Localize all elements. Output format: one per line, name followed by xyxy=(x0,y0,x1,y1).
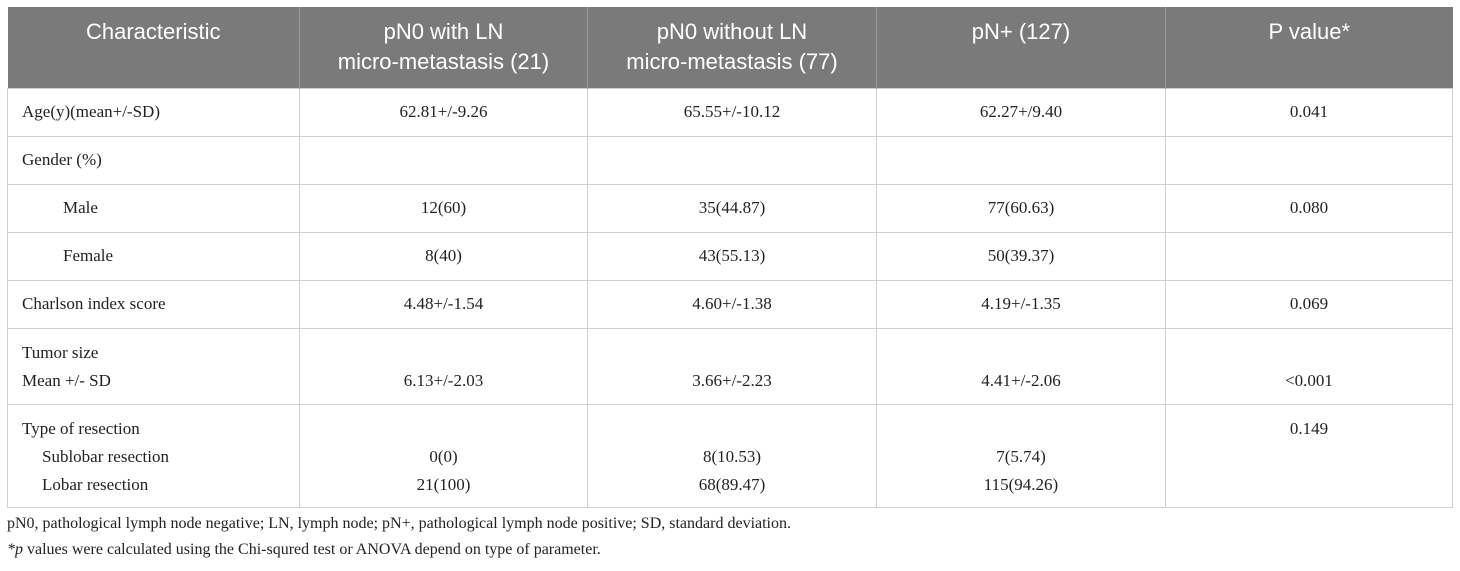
cell-empty xyxy=(299,135,588,185)
row-label: Type of resection Sublobar resection Lob… xyxy=(7,403,300,508)
cell-p-value: 0.149 xyxy=(1165,403,1453,508)
table-row-gender: Gender (%) xyxy=(7,135,1453,185)
header-p-value: P value* xyxy=(1165,7,1453,88)
cell-p-value: 0.041 xyxy=(1165,87,1453,137)
cell-pn-positive: 4.41+/-2.06 xyxy=(876,327,1166,405)
cell-pn0-with-ln: 6.13+/-2.03 xyxy=(299,327,588,405)
characteristics-table-container: Characteristic pN0 with LN micro-metastas… xyxy=(7,7,1453,508)
table-row-male: Male 12(60) 35(44.87) 77(60.63) 0.080 xyxy=(7,183,1453,233)
row-label: Tumor size Mean +/- SD xyxy=(7,327,300,405)
cell-pn0-with-ln: 62.81+/-9.26 xyxy=(299,87,588,137)
cell-pn-positive: 77(60.63) xyxy=(876,183,1166,233)
row-label: Charlson index score xyxy=(7,279,300,329)
cell-p-value: <0.001 xyxy=(1165,327,1453,405)
cell-empty xyxy=(1165,135,1453,185)
row-label: Male xyxy=(7,183,300,233)
footnote-abbreviations: pN0, pathological lymph node negative; L… xyxy=(7,515,791,532)
row-label: Age(y)(mean+/-SD) xyxy=(7,87,300,137)
characteristics-table: Characteristic pN0 with LN micro-metastas… xyxy=(7,7,1453,508)
cell-p-value: 0.080 xyxy=(1165,183,1453,233)
header-characteristic: Characteristic xyxy=(7,7,300,88)
cell-pn0-without-ln: 43(55.13) xyxy=(587,231,877,281)
table-row-tumor-size: Tumor size Mean +/- SD 6.13+/-2.03 3.66+/… xyxy=(7,327,1453,405)
cell-empty xyxy=(1165,231,1453,281)
footnote-p-values: *p values were calculated using the Chi-… xyxy=(7,541,601,558)
cell-pn0-without-ln: 35(44.87) xyxy=(587,183,877,233)
table-header-row: Characteristic pN0 with LN micro-metastas… xyxy=(7,7,1453,88)
table-row-age: Age(y)(mean+/-SD) 62.81+/-9.26 65.55+/-1… xyxy=(7,87,1453,137)
cell-empty xyxy=(876,135,1166,185)
row-label: Gender (%) xyxy=(7,135,300,185)
cell-pn-positive: 4.19+/-1.35 xyxy=(876,279,1166,329)
row-label: Female xyxy=(7,231,300,281)
cell-empty xyxy=(587,135,877,185)
cell-pn0-without-ln: 8(10.53) 68(89.47) xyxy=(587,403,877,508)
cell-pn0-with-ln: 8(40) xyxy=(299,231,588,281)
cell-pn-positive: 7(5.74) 115(94.26) xyxy=(876,403,1166,508)
header-pn-positive: pN+ (127) xyxy=(876,7,1166,88)
table-row-resection: Type of resection Sublobar resection Lob… xyxy=(7,403,1453,508)
table-row-charlson: Charlson index score 4.48+/-1.54 4.60+/-… xyxy=(7,279,1453,329)
header-pn0-with-ln: pN0 with LN micro-metastasis (21) xyxy=(299,7,588,88)
cell-pn-positive: 62.27+/9.40 xyxy=(876,87,1166,137)
cell-pn0-without-ln: 4.60+/-1.38 xyxy=(587,279,877,329)
cell-pn0-with-ln: 4.48+/-1.54 xyxy=(299,279,588,329)
cell-pn0-without-ln: 65.55+/-10.12 xyxy=(587,87,877,137)
cell-p-value: 0.069 xyxy=(1165,279,1453,329)
table-row-female: Female 8(40) 43(55.13) 50(39.37) xyxy=(7,231,1453,281)
table-footnotes: pN0, pathological lymph node negative; L… xyxy=(7,511,1447,563)
cell-pn0-with-ln: 12(60) xyxy=(299,183,588,233)
cell-pn-positive: 50(39.37) xyxy=(876,231,1166,281)
header-pn0-without-ln: pN0 without LN micro-metastasis (77) xyxy=(587,7,877,88)
cell-pn0-with-ln: 0(0) 21(100) xyxy=(299,403,588,508)
cell-pn0-without-ln: 3.66+/-2.23 xyxy=(587,327,877,405)
